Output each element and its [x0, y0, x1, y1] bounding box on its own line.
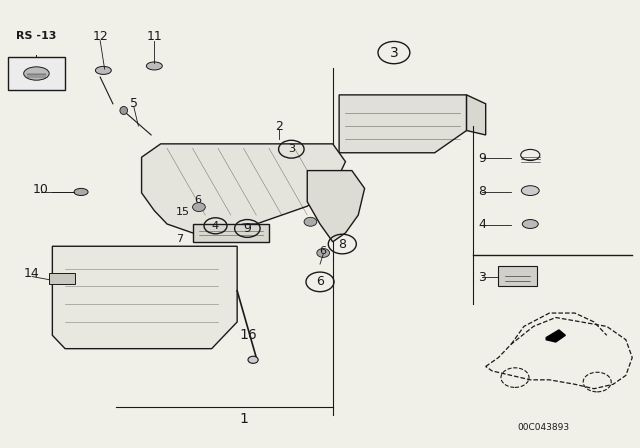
Ellipse shape [522, 186, 540, 195]
Text: 5: 5 [130, 97, 138, 110]
Polygon shape [467, 95, 486, 135]
Ellipse shape [95, 66, 111, 74]
Text: 3: 3 [288, 144, 295, 154]
Circle shape [248, 356, 258, 363]
Text: 14: 14 [24, 267, 40, 280]
Text: 6: 6 [316, 276, 324, 289]
Text: 4: 4 [212, 221, 219, 231]
Text: 8: 8 [479, 185, 486, 198]
Text: 12: 12 [92, 30, 108, 43]
Polygon shape [307, 171, 365, 242]
Text: 3: 3 [390, 46, 398, 60]
Text: 15: 15 [176, 207, 190, 217]
Text: 00C043893: 00C043893 [517, 423, 569, 432]
Polygon shape [339, 95, 467, 153]
Polygon shape [52, 246, 237, 349]
Polygon shape [141, 144, 346, 233]
Text: 6: 6 [320, 246, 326, 256]
Ellipse shape [120, 107, 127, 115]
Text: 11: 11 [147, 30, 162, 43]
Ellipse shape [522, 220, 538, 228]
Bar [49, 273, 75, 284]
Text: 4: 4 [479, 218, 486, 231]
Ellipse shape [24, 67, 49, 80]
Polygon shape [193, 224, 269, 242]
Text: 2: 2 [275, 120, 282, 133]
Text: 8: 8 [339, 237, 346, 250]
Circle shape [317, 249, 330, 258]
Circle shape [304, 217, 317, 226]
Text: 16: 16 [239, 328, 257, 342]
Text: RS -13: RS -13 [16, 31, 56, 41]
Ellipse shape [147, 62, 163, 70]
Text: 7: 7 [176, 234, 184, 244]
Circle shape [193, 202, 205, 211]
Bar [8, 57, 65, 90]
Text: 10: 10 [33, 183, 49, 196]
Text: 3: 3 [479, 271, 486, 284]
Text: 9: 9 [479, 151, 486, 164]
Bar [499, 266, 537, 286]
Text: 1: 1 [239, 412, 248, 426]
Polygon shape [546, 330, 565, 342]
Text: 6: 6 [194, 194, 201, 205]
Text: 9: 9 [243, 222, 252, 235]
Ellipse shape [74, 188, 88, 195]
